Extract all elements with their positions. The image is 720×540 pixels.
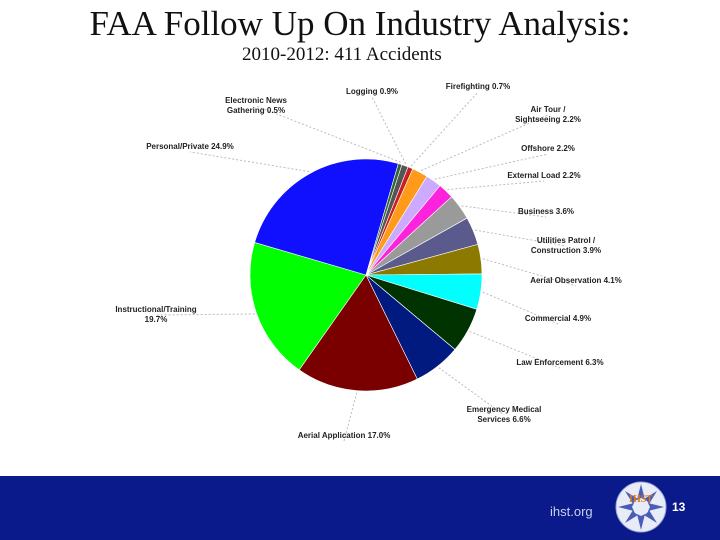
- footer-bar: [0, 476, 720, 540]
- page-number: 13: [672, 500, 686, 514]
- leader-line: [469, 330, 561, 369]
- slice-label: Emergency Medical Services 6.6%: [467, 405, 542, 424]
- slice-label: Personal/Private 24.9%: [146, 142, 234, 151]
- slice-label: Instructional/Training 19.7%: [115, 305, 196, 324]
- slice-label: Electronic News Gathering 0.5%: [225, 96, 287, 115]
- leader-line: [189, 151, 310, 173]
- slice-label: Business 3.6%: [518, 207, 574, 216]
- svg-text:IHST: IHST: [629, 494, 653, 505]
- slice-label: Firefighting 0.7%: [446, 82, 510, 91]
- pie-chart: Logging 0.9% Firefighting 0.7% Air Tour / S…: [115, 82, 622, 442]
- leader-line: [438, 367, 505, 416]
- pie-slice: [298, 274, 418, 392]
- slice-label: Utilities Patrol / Construction 3.9%: [531, 236, 601, 255]
- pie-slice: [254, 158, 399, 276]
- footer-site-link[interactable]: ihst.org: [550, 504, 593, 519]
- leader-line: [420, 114, 549, 172]
- leader-line: [447, 180, 545, 191]
- leader-line: [482, 291, 559, 325]
- leader-line: [255, 105, 401, 163]
- slice-label: Aerial Observation 4.1%: [530, 276, 622, 285]
- slice-label: Commercial 4.9%: [525, 314, 591, 323]
- leader-line: [410, 91, 479, 167]
- leader-line: [482, 258, 577, 287]
- pie-slice: [249, 242, 367, 371]
- leader-line: [343, 392, 358, 442]
- slice-label: Offshore 2.2%: [521, 144, 575, 153]
- leader-line: [155, 313, 255, 316]
- leader-line: [434, 153, 549, 180]
- slice-label: External Load 2.2%: [507, 171, 580, 180]
- slice-label: Air Tour / Sightseeing 2.2%: [515, 105, 581, 124]
- slide-subtitle: 2010-2012: 411 Accidents: [242, 44, 442, 65]
- leader-line: [371, 96, 407, 165]
- slice-label: Law Enforcement 6.3%: [516, 358, 603, 367]
- pie-slice: [365, 163, 403, 276]
- ihst-logo-icon: IHST: [615, 481, 667, 533]
- slide-title: FAA Follow Up On Industry Analysis:: [89, 4, 631, 43]
- slice-label: Logging 0.9%: [346, 87, 398, 96]
- slice-label: Aerial Application 17.0%: [298, 431, 391, 440]
- leader-line: [475, 229, 567, 247]
